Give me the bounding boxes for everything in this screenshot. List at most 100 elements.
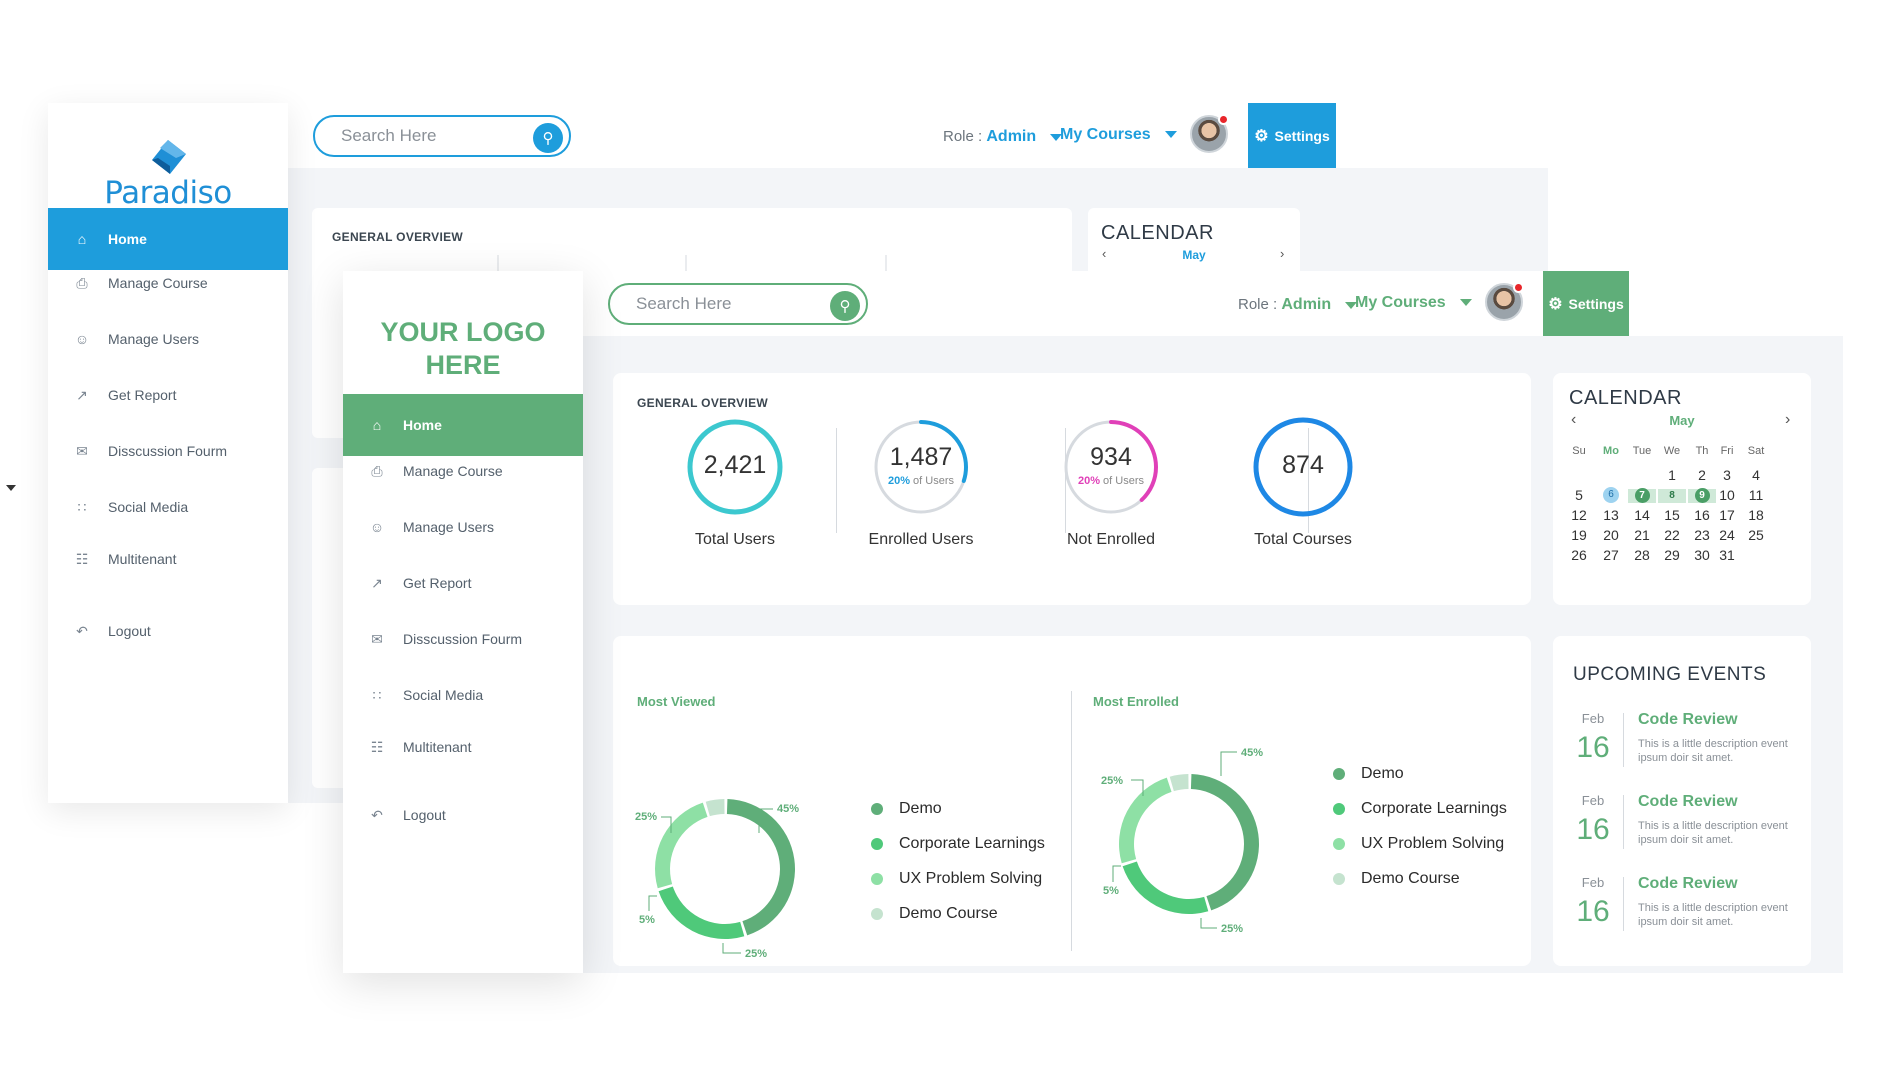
event-divider bbox=[1623, 713, 1624, 767]
calendar-day[interactable]: 20 bbox=[1603, 527, 1619, 543]
sidebar-item-logout[interactable]: ↶ Logout bbox=[343, 784, 583, 846]
calendar-day[interactable]: 7 bbox=[1628, 488, 1656, 503]
event-item[interactable]: Feb 16 Code Review This is a little descrip… bbox=[1553, 875, 1813, 959]
calendar-day[interactable]: 10 bbox=[1719, 487, 1735, 503]
calendar-day[interactable]: 12 bbox=[1571, 507, 1587, 523]
sidebar-item-get-report[interactable]: ↗ Get Report bbox=[343, 552, 583, 614]
sidebar-item-manage-users[interactable]: ☺ Manage Users bbox=[343, 496, 583, 558]
role-selector[interactable]: Role : Admin bbox=[1238, 296, 1358, 314]
sidebar-item-social-media[interactable]: ∷ Social Media bbox=[48, 476, 288, 538]
search-icon[interactable]: ⚲ bbox=[830, 291, 860, 321]
settings-button[interactable]: ⚙ Settings bbox=[1248, 103, 1336, 168]
sidebar-item-manage-users[interactable]: ☺ Manage Users bbox=[48, 308, 288, 370]
donut-percent-label: 25% bbox=[745, 948, 767, 960]
legend-swatch bbox=[871, 907, 883, 920]
calendar-next-icon[interactable]: › bbox=[1785, 411, 1791, 428]
settings-label: Settings bbox=[1274, 127, 1330, 144]
sidebar-item-social-media[interactable]: ∷ Social Media bbox=[343, 664, 583, 726]
notification-dot bbox=[1218, 114, 1229, 125]
calendar-title: CALENDAR bbox=[1101, 222, 1214, 244]
search-icon[interactable]: ⚲ bbox=[533, 123, 563, 153]
chevron-down-icon bbox=[1165, 131, 1178, 139]
stat-label: Not Enrolled bbox=[1066, 531, 1156, 548]
stat-enrolled-users: 1,487 20% of Users Enrolled Users bbox=[851, 413, 991, 553]
my-courses-menu[interactable]: My Courses bbox=[1355, 294, 1473, 312]
my-courses-label: My Courses bbox=[1060, 126, 1151, 143]
sidebar-item-home[interactable]: ⌂ Home bbox=[343, 394, 583, 456]
most-enrolled-donut: 45% 25% 25% 5% bbox=[1101, 747, 1263, 935]
sidebar-item-manage-course[interactable]: ⎙ Manage Course bbox=[343, 440, 583, 502]
sidebar-item-manage-course[interactable]: ⎙ Manage Course bbox=[48, 252, 288, 314]
calendar-day[interactable]: 29 bbox=[1664, 547, 1680, 563]
calendar-day[interactable]: 6 bbox=[1603, 487, 1619, 503]
sidebar-item-home[interactable]: ⌂ Home bbox=[48, 208, 288, 270]
home-icon: ⌂ bbox=[372, 417, 382, 433]
calendar-day[interactable]: 17 bbox=[1719, 507, 1735, 523]
calendar-day[interactable]: 14 bbox=[1634, 507, 1650, 523]
calendar-day[interactable]: 25 bbox=[1748, 527, 1764, 543]
settings-button[interactable]: ⚙ Settings bbox=[1543, 271, 1629, 336]
sidebar-item-logout[interactable]: ↶ Logout bbox=[48, 600, 288, 662]
charts-card: Most Viewed Most Enrolled 45% 25% 25% 5% 45… bbox=[613, 636, 1531, 966]
calendar-range-end bbox=[1695, 488, 1710, 503]
calendar-day[interactable]: 23 bbox=[1694, 527, 1710, 543]
calendar-day[interactable]: 30 bbox=[1694, 547, 1710, 563]
back-sidebar: Paradiso ⌂ Home ⎙ Manage Course ☺ Manage User… bbox=[48, 103, 288, 803]
gear-icon: ⚙ bbox=[1548, 295, 1563, 313]
calendar-day[interactable]: 15 bbox=[1664, 507, 1680, 523]
role-selector[interactable]: Role : Admin bbox=[943, 128, 1063, 146]
event-day: 16 bbox=[1576, 813, 1610, 846]
calendar-day[interactable]: 22 bbox=[1664, 527, 1680, 543]
calendar-day[interactable]: 4 bbox=[1752, 467, 1760, 483]
calendar-day[interactable]: 18 bbox=[1748, 507, 1764, 523]
calendar-day[interactable]: 11 bbox=[1748, 487, 1764, 503]
stat-value: 2,421 bbox=[703, 451, 767, 479]
sidebar-item-label: Multitenant bbox=[108, 551, 177, 567]
calendar-day[interactable]: 19 bbox=[1571, 527, 1587, 543]
events-title: UPCOMING EVENTS bbox=[1573, 664, 1767, 685]
sidebar-item-multitenant[interactable]: ☷ Multitenant bbox=[343, 716, 583, 778]
calendar-day[interactable]: 13 bbox=[1603, 507, 1619, 523]
most-viewed-title: Most Viewed bbox=[637, 694, 716, 709]
stat-value: 1,487 bbox=[889, 443, 953, 471]
calendar-prev-icon[interactable]: ‹ bbox=[1571, 411, 1577, 428]
logout-icon: ↶ bbox=[76, 622, 88, 639]
calendar-prev-icon[interactable]: ‹ bbox=[1102, 246, 1107, 261]
calendar-day[interactable]: 5 bbox=[1575, 487, 1583, 503]
event-item[interactable]: Feb 16 Code Review This is a little descrip… bbox=[1553, 793, 1813, 877]
sidebar-item-multitenant[interactable]: ☷ Multitenant bbox=[48, 528, 288, 590]
legend-swatch bbox=[871, 872, 883, 885]
calendar-day[interactable]: 2 bbox=[1698, 467, 1706, 483]
sidebar-item-disscussion-fourm[interactable]: ✉ Disscussion Fourm bbox=[343, 608, 583, 670]
search-input[interactable]: Search Here ⚲ bbox=[313, 115, 571, 157]
users-icon: ☺ bbox=[369, 519, 385, 535]
my-courses-menu[interactable]: My Courses bbox=[1060, 126, 1178, 144]
search-input[interactable]: Search Here ⚲ bbox=[608, 283, 868, 325]
calendar-day[interactable]: 21 bbox=[1634, 527, 1650, 543]
calendar-day[interactable]: 28 bbox=[1634, 547, 1650, 563]
calendar-day[interactable]: 8 bbox=[1658, 489, 1686, 503]
calendar-day[interactable]: 9 bbox=[1688, 488, 1716, 503]
stat-subtext: 20% of Users bbox=[851, 475, 991, 487]
calendar-day[interactable]: 3 bbox=[1723, 467, 1731, 483]
brand-name: Paradiso bbox=[104, 175, 232, 211]
calendar-day[interactable]: 24 bbox=[1719, 527, 1735, 543]
avatar[interactable] bbox=[1485, 282, 1524, 321]
calendar-day[interactable]: 16 bbox=[1694, 507, 1710, 523]
event-item[interactable]: Feb 16 Code Review This is a little descrip… bbox=[1553, 711, 1813, 795]
section-title: GENERAL OVERVIEW bbox=[637, 396, 769, 410]
sidebar-item-get-report[interactable]: ↗ Get Report bbox=[48, 364, 288, 426]
event-month: Feb bbox=[1581, 875, 1605, 890]
calendar-weekday: Sat bbox=[1747, 445, 1765, 457]
sidebar-item-label: Manage Users bbox=[403, 519, 495, 535]
avatar[interactable] bbox=[1190, 114, 1229, 153]
calendar-day[interactable]: 26 bbox=[1571, 547, 1587, 563]
event-description: This is a little description event ipsum… bbox=[1638, 820, 1788, 846]
chevron-down-icon bbox=[1460, 299, 1473, 307]
sidebar-item-disscussion-fourm[interactable]: ✉ Disscussion Fourm bbox=[48, 420, 288, 482]
calendar-day[interactable]: 1 bbox=[1668, 467, 1676, 483]
calendar-day[interactable]: 27 bbox=[1603, 547, 1619, 563]
calendar-next-icon[interactable]: › bbox=[1280, 246, 1285, 261]
calendar-weekday: Th bbox=[1695, 445, 1709, 457]
calendar-day[interactable]: 31 bbox=[1719, 547, 1735, 563]
